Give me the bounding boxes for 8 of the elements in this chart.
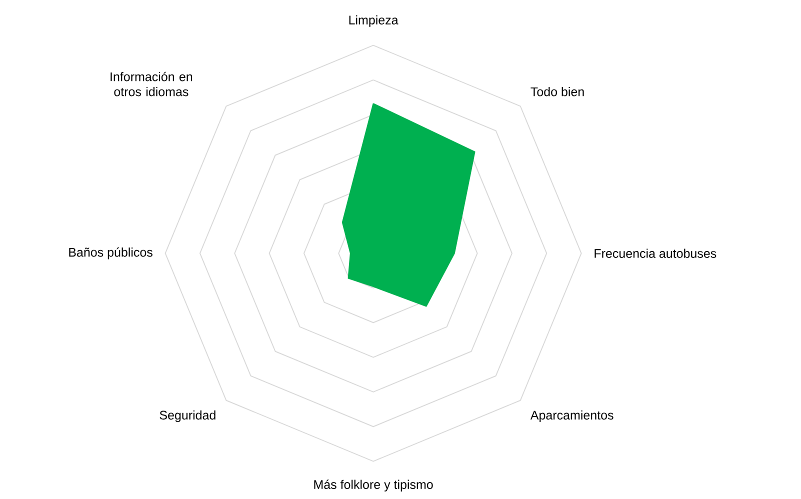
spoke-label: Frecuencia autobuses [594,248,716,258]
spoke-label: Limpieza [349,15,398,27]
spoke-label: Todo bien [530,87,584,96]
spoke-label: Más folklore y tipismo [314,480,433,492]
spoke-label: Baños públicos [69,247,152,260]
spoke-label: Información en otros idiomas [110,72,192,96]
spoke-label: Aparcamientos [530,410,614,422]
spoke-label: Seguridad [160,410,216,422]
